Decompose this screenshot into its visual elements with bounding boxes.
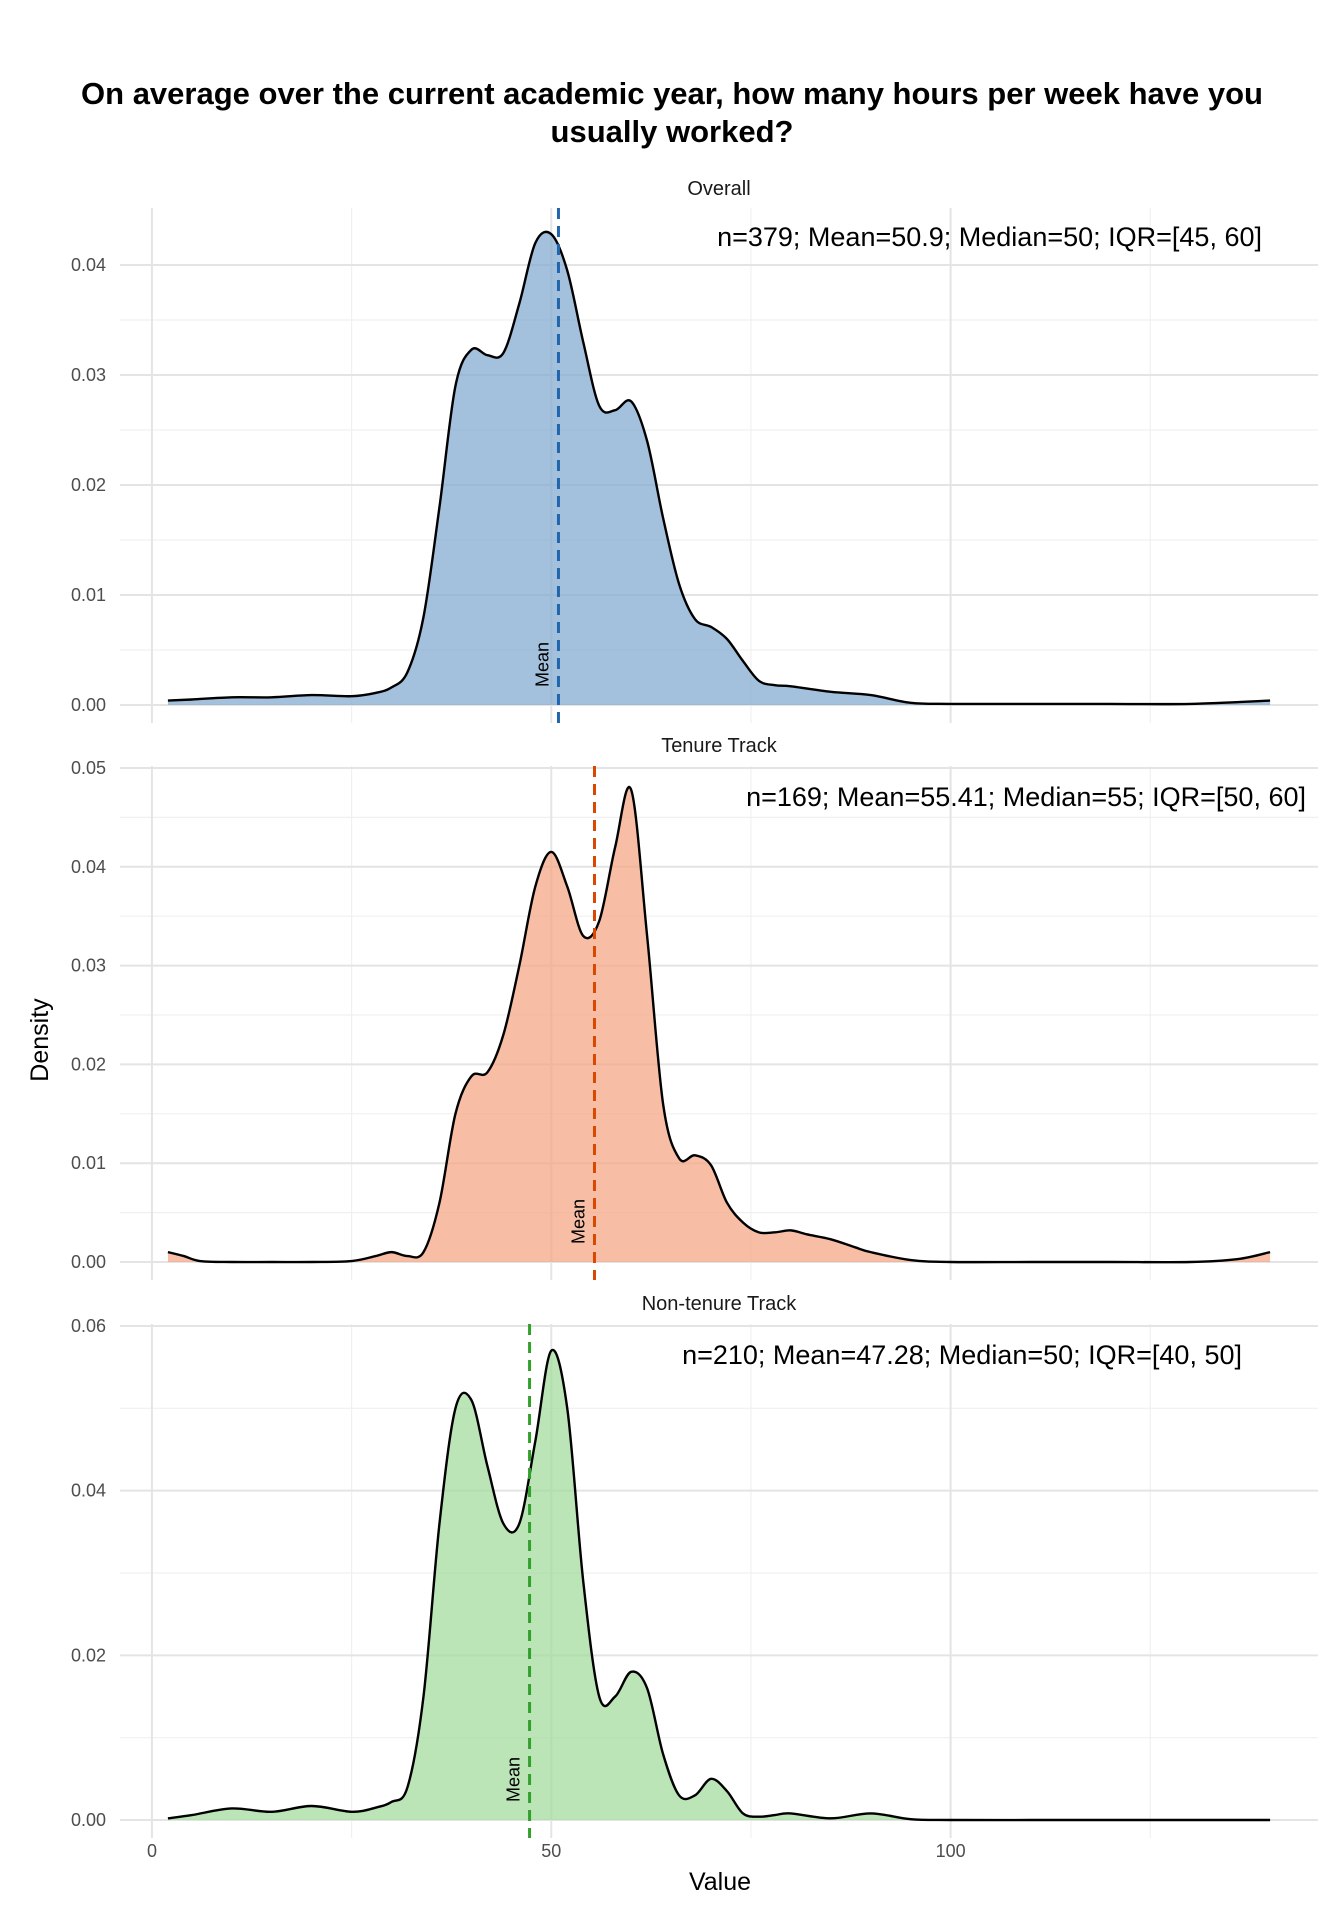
panel-0: 0.00 0.01 0.02 0.03 0.04 Overall Mean n=379; Me…: [71, 178, 1318, 723]
y-tick-label: 0.01: [71, 1153, 106, 1173]
facet-label: Tenure Track: [661, 735, 778, 757]
density-area: [167, 1349, 1271, 1821]
y-tick-label: 0.01: [71, 585, 106, 605]
mean-label: Mean: [504, 1757, 524, 1802]
density-area: [167, 231, 1271, 705]
panel-2: 0.00 0.02 0.04 0.06 Non-tenure Track Mean n=21…: [71, 1293, 1318, 1838]
x-tick-label: 50: [541, 1841, 561, 1861]
panel-1: 0.00 0.01 0.02 0.03 0.04 0.05 Tenure Track Mean…: [71, 735, 1318, 1280]
y-tick-label: 0.03: [71, 956, 106, 976]
y-tick-label: 0.00: [71, 695, 106, 715]
y-axis-title: Density: [26, 998, 54, 1082]
mean-label: Mean: [568, 1199, 588, 1244]
title-line-2: usually worked?: [551, 114, 794, 149]
facet-label: Overall: [687, 178, 750, 200]
summary-annotation: n=169; Mean=55.41; Median=55; IQR=[50, 6…: [746, 782, 1306, 812]
y-tick-label: 0.04: [71, 1481, 106, 1501]
x-tick-label: 100: [936, 1841, 966, 1861]
y-tick-label: 0.02: [71, 475, 106, 495]
x-axis: 0 50 100: [147, 1841, 966, 1861]
y-tick-label: 0.00: [71, 1810, 106, 1830]
x-tick-label: 0: [147, 1841, 157, 1861]
y-tick-label: 0.00: [71, 1252, 106, 1272]
title-line-1: On average over the current academic yea…: [81, 76, 1263, 111]
mean-label: Mean: [532, 642, 552, 687]
y-tick-label: 0.02: [71, 1645, 106, 1665]
y-tick-label: 0.04: [71, 857, 106, 877]
chart-title: On average over the current academic yea…: [81, 76, 1263, 149]
y-tick-label: 0.06: [71, 1316, 106, 1336]
x-axis-title: Value: [689, 1868, 751, 1896]
summary-annotation: n=379; Mean=50.9; Median=50; IQR=[45, 60…: [717, 222, 1262, 252]
summary-annotation: n=210; Mean=47.28; Median=50; IQR=[40, 5…: [682, 1340, 1242, 1370]
facet-panels: 0.00 0.01 0.02 0.03 0.04 Overall Mean n=379; Me…: [71, 178, 1318, 1838]
y-tick-label: 0.04: [71, 255, 106, 275]
y-tick-label: 0.03: [71, 365, 106, 385]
density-line: [167, 785, 1271, 1264]
facet-label: Non-tenure Track: [642, 1293, 798, 1315]
y-tick-label: 0.05: [71, 758, 106, 778]
density-area: [167, 787, 1271, 1263]
density-line: [167, 1348, 1271, 1822]
density-line: [167, 230, 1271, 706]
y-tick-label: 0.02: [71, 1054, 106, 1074]
